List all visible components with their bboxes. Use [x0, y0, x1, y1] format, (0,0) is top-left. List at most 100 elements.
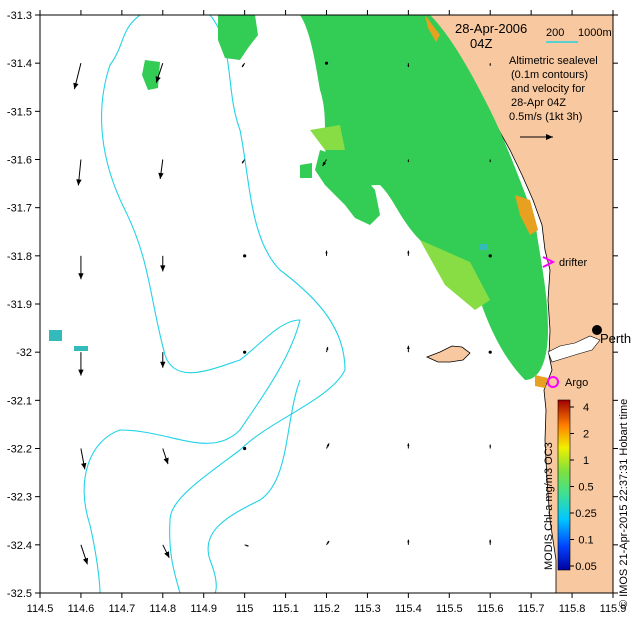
velocity-arrow [80, 544, 89, 565]
x-tick-label: 115.1 [272, 603, 299, 615]
y-tick-label: -32.4 [7, 540, 32, 552]
colorbar-tick-label: 2 [583, 429, 589, 441]
chl-cyan-bits [49, 244, 488, 351]
colorbar-tick-label: 0.1 [578, 535, 593, 547]
x-tick-label: 115.9 [600, 603, 627, 615]
bathy-200m-contour [169, 15, 346, 593]
x-tick-label: 114.8 [149, 603, 176, 615]
x-tick-label: 114.9 [190, 603, 217, 615]
x-tick-label: 115.7 [518, 603, 545, 615]
colorbar-tick-label: 0.25 [575, 508, 596, 520]
bathy-label-200: 200 [546, 27, 564, 39]
y-tick-label: -32.1 [7, 395, 32, 407]
colorbar [557, 399, 571, 571]
legend-scale-arrow [520, 134, 553, 140]
velocity-arrow [80, 448, 87, 470]
colorbar-tick-label: 0.5 [578, 482, 593, 494]
x-tick-label: 115.5 [436, 603, 463, 615]
velocity-arrow [243, 446, 247, 451]
drifter-marker [542, 256, 556, 268]
velocity-arrow [488, 254, 492, 258]
velocity-arrow [488, 350, 492, 354]
x-tick-label: 114.6 [68, 603, 95, 615]
x-tick-label: 115.3 [354, 603, 381, 615]
velocity-arrow [241, 159, 246, 164]
legend-line-3: and velocity for [511, 83, 585, 95]
velocity-arrow [162, 544, 170, 559]
x-tick-label: 114.5 [27, 603, 54, 615]
map-title-time: 04Z [470, 36, 492, 51]
chlorophyll-patches [142, 15, 548, 380]
y-tick-label: -31.6 [7, 155, 32, 167]
credit-text: © IMOS 21-Apr-2015 22:37:31 Hobart time [618, 399, 630, 608]
velocity-arrow [489, 63, 491, 66]
velocity-arrow [243, 254, 247, 258]
velocity-arrow [326, 540, 330, 546]
legend-line-1: Altimetric sealevel [509, 55, 598, 67]
velocity-arrow [324, 61, 329, 65]
drifter-label: drifter [559, 257, 587, 269]
velocity-arrow [407, 539, 410, 545]
y-tick-label: -32 [16, 347, 32, 359]
argo-marker [547, 376, 559, 388]
velocity-arrow [158, 159, 164, 180]
velocity-arrow [407, 63, 410, 68]
velocity-arrow [162, 448, 169, 465]
bathy-1000m-contour [83, 15, 301, 593]
velocity-arrow [407, 159, 409, 163]
y-tick-label: -32.5 [7, 588, 32, 600]
y-tick-label: -32.3 [7, 492, 32, 504]
chl-light-patches [310, 125, 490, 310]
perth-marker [592, 325, 602, 335]
colorbar-tick-label: 1 [583, 455, 589, 467]
y-tick-label: -31.7 [7, 203, 32, 215]
y-tick-label: -31.9 [7, 299, 32, 311]
velocity-arrow [243, 350, 247, 354]
x-tick-label: 115.2 [313, 603, 340, 615]
x-tick-label: 115 [236, 603, 254, 615]
legend-line-2: (0.1m contours) [511, 69, 588, 81]
y-tick-label: -31.4 [7, 58, 32, 70]
velocity-arrow [73, 63, 82, 90]
colorbar-tick-label: 0.05 [575, 561, 596, 573]
velocity-arrow [489, 444, 492, 449]
x-tick-label: 114.7 [108, 603, 135, 615]
velocity-arrow [76, 159, 82, 186]
perth-label: Perth [600, 331, 631, 346]
velocity-arrow [155, 63, 164, 83]
velocity-arrow [241, 62, 246, 68]
colorbar-tick-label: 4 [583, 402, 589, 414]
map-title-date: 28-Apr-2006 [455, 21, 527, 36]
velocity-arrow [325, 250, 328, 256]
y-tick-label: -31.8 [7, 251, 32, 263]
x-tick-label: 115.6 [477, 603, 504, 615]
velocity-arrow [407, 250, 410, 256]
swan-river [547, 335, 601, 363]
chl-high-edge [425, 15, 548, 388]
velocity-arrow [406, 345, 410, 353]
legend-line-5: 0.5m/s (1kt 3h) [509, 111, 582, 123]
velocity-arrow [326, 443, 330, 449]
velocity-arrow [244, 544, 249, 547]
legend-line-4: 28-Apr 04Z [511, 97, 566, 109]
y-tick-label: -31.3 [7, 10, 32, 22]
rottnest-island [425, 345, 471, 363]
velocity-arrow [489, 539, 492, 545]
velocity-arrow [78, 352, 84, 376]
velocity-arrow [489, 159, 491, 163]
velocity-arrow [325, 346, 329, 353]
x-tick-label: 115.4 [395, 603, 422, 615]
velocity-arrow [160, 255, 166, 272]
y-tick-label: -31.5 [7, 106, 32, 118]
velocity-arrow [78, 255, 84, 280]
velocity-arrow [407, 443, 410, 449]
velocity-arrow [322, 159, 327, 167]
colorbar-side-label: MODIS Chl-a mg/m3 OC3 [543, 442, 555, 570]
argo-label: Argo [565, 377, 588, 389]
bathy-label-1000: 1000m [578, 27, 612, 39]
x-tick-label: 115.8 [559, 603, 586, 615]
bathy-contour-south [207, 379, 301, 593]
y-tick-label: -32.2 [7, 444, 32, 456]
velocity-arrow [160, 352, 166, 368]
